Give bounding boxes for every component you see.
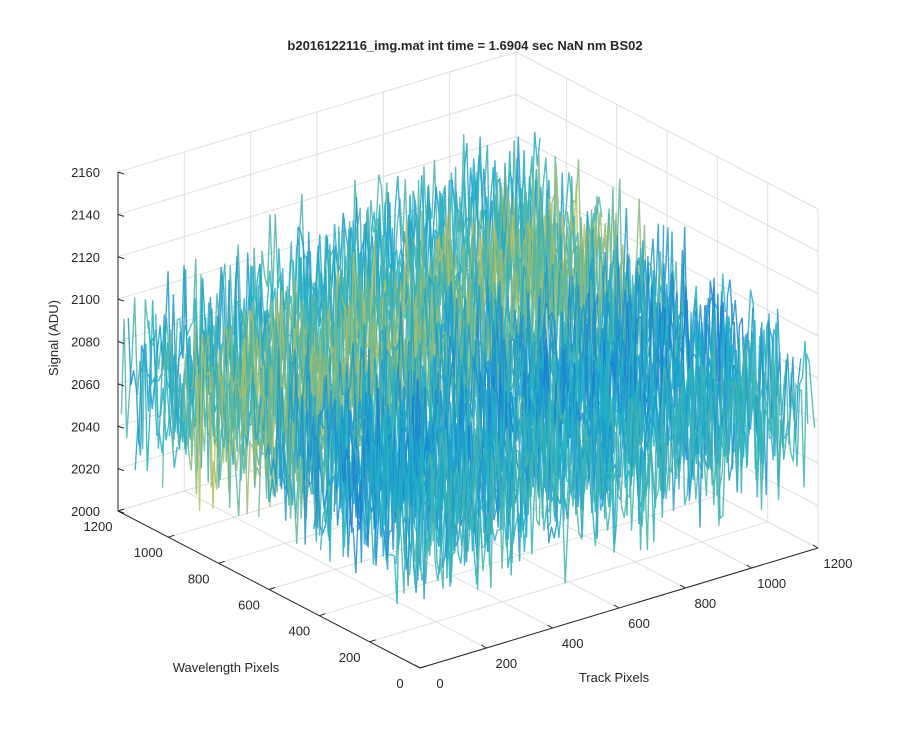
- y-tick-label: 1200: [84, 519, 113, 534]
- y-tick-label: 0: [396, 676, 403, 691]
- surface-strand: [415, 348, 816, 590]
- z-tick-mark: [117, 213, 125, 217]
- grid-line: [515, 93, 819, 252]
- x-tick-mark: [680, 584, 686, 589]
- x-tick-label: 200: [495, 656, 517, 671]
- y-axis-label: Wavelength Pixels: [173, 660, 280, 675]
- surface-strand: [237, 222, 637, 508]
- grid-line: [319, 495, 718, 617]
- y-tick-label: 800: [188, 571, 210, 586]
- grid-line: [117, 51, 517, 173]
- x-tick-mark: [414, 664, 421, 669]
- grid-line: [515, 136, 819, 295]
- surface-strand: [402, 313, 802, 600]
- grid-line: [117, 136, 517, 258]
- grid-line: [515, 51, 819, 210]
- x-axis-label: Track Pixels: [579, 670, 650, 685]
- z-tick-label: 2040: [71, 419, 100, 434]
- y-tick-label: 1000: [134, 545, 163, 560]
- x-tick-mark: [547, 624, 553, 629]
- grid-line: [369, 521, 768, 643]
- z-tick-mark: [117, 510, 125, 514]
- z-tick-label: 2140: [71, 207, 100, 222]
- z-tick-label: 2100: [71, 292, 100, 307]
- surface-layer: [120, 131, 816, 605]
- y-tick-label: 200: [339, 650, 361, 665]
- grid-line: [117, 93, 517, 215]
- z-tick-label: 2020: [71, 462, 100, 477]
- x-tick-label: 600: [628, 616, 650, 631]
- x-tick-label: 0: [436, 676, 443, 691]
- z-tick-mark: [117, 256, 125, 260]
- z-tick-label: 2160: [71, 165, 100, 180]
- x-tick-mark: [613, 604, 620, 609]
- y-tick-label: 600: [238, 598, 260, 613]
- z-tick-label: 2000: [71, 504, 100, 519]
- z-tick-label: 2120: [71, 250, 100, 265]
- y-tick-mark: [117, 508, 125, 512]
- z-tick-mark: [117, 341, 125, 344]
- x-tick-mark: [812, 544, 819, 549]
- x-tick-mark: [481, 644, 487, 649]
- z-tick-mark: [117, 425, 125, 429]
- y-tick-mark: [319, 613, 326, 617]
- y-tick-label: 400: [288, 624, 310, 639]
- z-tick-mark: [117, 468, 125, 472]
- z-tick-mark: [117, 298, 125, 302]
- x-tick-label: 800: [694, 596, 716, 611]
- z-tick-mark: [117, 171, 125, 175]
- y-tick-mark: [369, 639, 376, 643]
- z-tick-mark: [117, 383, 125, 387]
- y-tick-mark: [168, 534, 175, 538]
- y-tick-mark: [268, 587, 276, 590]
- y-tick-mark: [218, 560, 225, 564]
- x-tick-label: 1200: [824, 556, 853, 571]
- x-tick-label: 1000: [757, 576, 786, 591]
- z-tick-label: 2060: [71, 377, 100, 392]
- x-tick-mark: [746, 564, 752, 569]
- z-axis-label: Signal (ADU): [46, 300, 61, 376]
- axis-layer: 0 200 400 600 800 1000 1200 0 200 400 600 800 1000 12…: [71, 165, 852, 691]
- y-tick-mark: [419, 665, 427, 669]
- z-tick-label: 2080: [71, 335, 100, 350]
- x-tick-label: 400: [562, 636, 584, 651]
- chart-title: b2016122116_img.mat int time = 1.6904 se…: [287, 38, 642, 53]
